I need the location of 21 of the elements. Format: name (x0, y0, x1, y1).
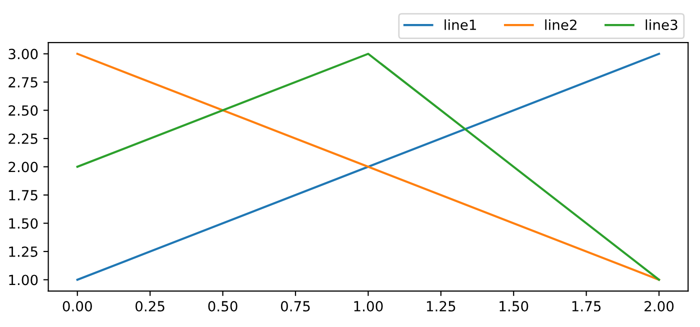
legend-label: line3 (646, 19, 678, 30)
y-tick-label: 2.25 (8, 134, 38, 144)
x-tick-label: 1.50 (500, 300, 528, 312)
y-tick-label: 2.50 (8, 105, 38, 116)
legend-label: line2 (545, 19, 576, 30)
x-tick-label: 1.75 (572, 301, 601, 312)
x-tick-label: 1.25 (426, 300, 456, 312)
x-tick-label: 0.50 (208, 300, 238, 312)
x-tick-label: 0.00 (62, 300, 92, 312)
x-tick-label: 0.25 (136, 300, 164, 312)
y-tick-label: 1.25 (9, 246, 38, 257)
y-tick-label: 2.00 (8, 162, 38, 172)
y-tick-label: 1.50 (9, 218, 38, 229)
x-tick-label: 1.00 (354, 300, 383, 312)
y-tick-label: 3.00 (8, 48, 38, 60)
legend-label: line1 (444, 19, 476, 30)
x-tick-label: 0.75 (280, 300, 310, 312)
y-tick-label: 1.00 (9, 274, 38, 286)
y-tick-label: 1.75 (9, 190, 38, 200)
y-tick-label: 2.75 (8, 77, 38, 88)
x-tick-label: 2.00 (644, 300, 674, 312)
